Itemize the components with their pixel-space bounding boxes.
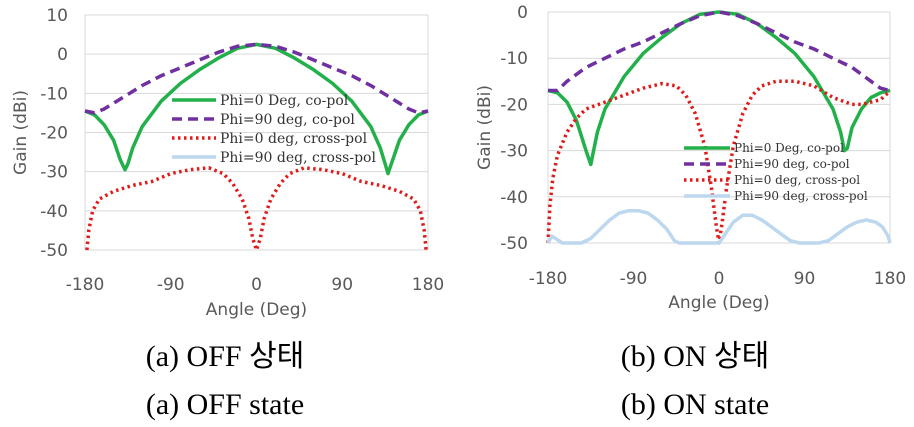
chart-on-state: 0 -10 -20 -30 -40 -50-180 -90 0 90 180 Angle (Deg)… <box>475 3 906 421</box>
y-tick-label: -10 <box>40 84 68 104</box>
x-tick-label: -90 <box>157 275 185 295</box>
y-tick-label: 10 <box>46 6 68 26</box>
legend-label-on-3: Phi=0 deg, cross-pol <box>734 173 860 187</box>
y-axis-label: Gain (dBi) <box>475 85 495 170</box>
x-tick-label: -90 <box>620 269 648 289</box>
y-tick-label: -30 <box>500 142 528 162</box>
x-axis-label: Angle (Deg) <box>668 293 769 313</box>
legend-label-on-2: Phi=90 deg, co-pol <box>734 157 850 171</box>
series-line-on-2 <box>548 10 891 93</box>
y-tick-label: -50 <box>500 234 528 254</box>
x-tick-label: 0 <box>714 269 725 289</box>
caption-korean: (a) OFF 상태 <box>146 340 305 373</box>
y-tick-label: -50 <box>40 241 68 261</box>
x-tick-label: -180 <box>529 269 568 289</box>
caption-korean: (b) ON 상태 <box>621 340 770 373</box>
caption-english: (a) OFF state <box>146 388 304 421</box>
caption-english: (b) ON state <box>621 388 769 421</box>
legend-label-off-4: Phi=90 deg, cross-pol <box>220 150 376 166</box>
series-line-on-1 <box>547 10 891 167</box>
y-tick-label: 0 <box>57 45 68 65</box>
legend-label-off-1: Phi=0 Deg, co-pol <box>220 93 349 109</box>
y-tick-label: -20 <box>500 95 528 115</box>
series-line-off-3 <box>85 166 428 252</box>
y-tick-label: -40 <box>500 188 528 208</box>
y-axis-label: Gain (dBi) <box>11 90 31 175</box>
x-tick-label: 0 <box>251 275 262 295</box>
series-line-on-4 <box>546 208 892 245</box>
legend-label-off-3: Phi=0 deg, cross-pol <box>220 131 368 147</box>
legend-label-off-2: Phi=90 deg, co-pol <box>220 112 355 128</box>
x-tick-label: 90 <box>331 275 353 295</box>
x-tick-label: 180 <box>412 275 444 295</box>
x-tick-label: -180 <box>66 275 105 295</box>
series-line-off-1 <box>84 42 429 176</box>
legend-label-on-1: Phi=0 Deg, co-pol <box>734 141 844 155</box>
legend-label-on-4: Phi=90 deg, cross-pol <box>734 189 868 203</box>
chart-off-state: 10 0 -10 -20 -30 -40 -50 -180 -90 0 90 180 Angle (De… <box>11 6 444 421</box>
y-tick-label: -10 <box>500 49 528 69</box>
y-tick-label: -40 <box>40 202 68 222</box>
y-tick-label: -30 <box>40 163 68 183</box>
x-tick-label: 90 <box>794 269 816 289</box>
x-tick-label: 180 <box>874 269 906 289</box>
series-line-off-2 <box>84 42 429 115</box>
x-axis-label: Angle (Deg) <box>206 300 307 320</box>
y-tick-label: -20 <box>40 124 68 144</box>
y-tick-label: 0 <box>517 3 528 23</box>
